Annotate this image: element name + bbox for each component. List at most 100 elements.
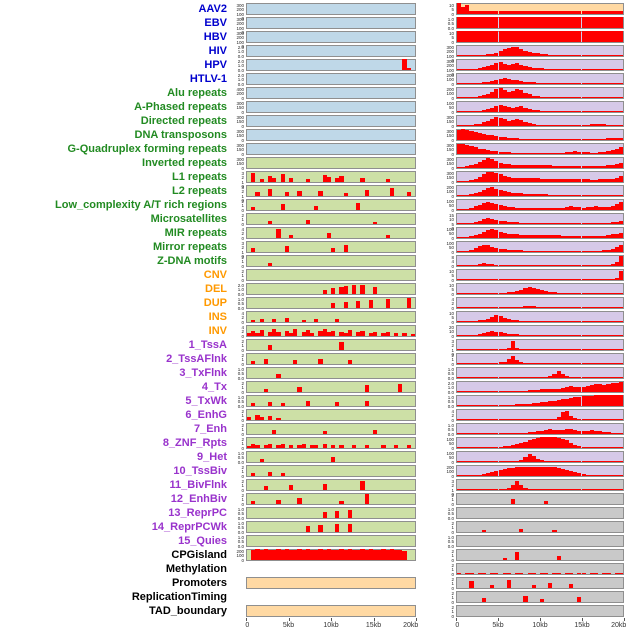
bar (531, 403, 536, 406)
bar (385, 179, 390, 182)
bar (473, 461, 478, 462)
y-tick-label: 5 (451, 7, 454, 12)
bar (486, 279, 491, 280)
bar (498, 248, 503, 252)
bar (494, 573, 499, 574)
y-tick-label: 150 (446, 161, 454, 166)
y-tick-label: 0.0 (447, 25, 454, 31)
track-row: 4_Tx 2 1 0 2.0 1.0 0.0 (0, 380, 630, 394)
y-axis-ticks-left: 1.0 0.5 0.0 (230, 521, 246, 534)
bar (506, 78, 511, 84)
bar (581, 363, 586, 364)
bar (544, 401, 549, 406)
y-tick-label: 300 (236, 16, 244, 22)
bar (515, 234, 520, 238)
bar (614, 148, 619, 154)
track-panel-left (246, 101, 416, 113)
track-row: 7_Enh 2 1 0 1.0 0.5 0.0 (0, 422, 630, 436)
bar (531, 489, 536, 490)
bar (560, 438, 565, 448)
bar (510, 152, 516, 154)
bar (577, 165, 582, 168)
bar (506, 137, 511, 140)
bar (593, 475, 599, 476)
bar (593, 489, 599, 490)
bar (356, 203, 361, 210)
y-axis-ticks-left: 1.0 0.5 0.0 (230, 451, 246, 465)
bar (527, 321, 532, 322)
bar (610, 263, 615, 266)
bar (255, 415, 260, 420)
bar (606, 363, 611, 364)
bar (494, 230, 499, 238)
y-tick-label: 0.0 (237, 375, 244, 381)
bar (477, 246, 482, 252)
track-row: 15_Quies 1.0 0.5 0.0 1.0 0.5 0.0 (0, 534, 630, 548)
bar (523, 265, 528, 266)
bar (598, 11, 603, 14)
y-tick-label: 0.0 (237, 459, 244, 465)
y-tick-label: 5 (451, 273, 454, 278)
bar (610, 69, 615, 70)
bar (531, 431, 536, 434)
bar (598, 384, 603, 392)
track-panel-right (456, 185, 624, 197)
bar (473, 83, 478, 84)
bar (564, 489, 570, 490)
bar (494, 377, 499, 378)
bar (461, 195, 466, 196)
bar (556, 292, 561, 294)
bar (535, 489, 540, 490)
bar (515, 419, 520, 420)
bar (577, 597, 582, 602)
bar (548, 388, 553, 392)
y-tick-label: 0.0 (447, 403, 454, 409)
bar (457, 573, 462, 574)
bar (527, 222, 532, 224)
track-label: 7_Enh (193, 423, 227, 435)
bar (527, 17, 532, 28)
bar (589, 419, 594, 420)
bar (481, 293, 487, 294)
bar (527, 194, 532, 196)
bar (498, 489, 503, 490)
track-panel-right (456, 409, 624, 421)
bar (481, 333, 487, 336)
track-label: CNV (203, 269, 227, 281)
bar (523, 320, 528, 322)
y-tick-label: 1 (241, 203, 244, 208)
bar (510, 222, 516, 224)
bar (556, 69, 561, 70)
bar (255, 333, 260, 336)
bar (535, 31, 540, 42)
bar (593, 68, 599, 70)
bar (280, 402, 285, 406)
bar (519, 443, 524, 448)
y-tick-label: 1 (451, 595, 454, 600)
bar (544, 419, 549, 420)
track-row: HPV 2.0 1.0 0.0 300 200 100 0 (0, 58, 630, 77)
bar (494, 247, 499, 252)
bar (527, 287, 532, 294)
bar (548, 235, 553, 238)
bar (531, 139, 536, 140)
track-row: G-Quadruplex forming repeats 300 150 0 300 15… (0, 142, 630, 156)
bar (473, 433, 478, 434)
bar (314, 205, 319, 210)
bar (540, 83, 545, 84)
y-tick-label: 100 (236, 11, 244, 17)
bar (519, 390, 524, 392)
bar (573, 265, 578, 266)
bar (602, 235, 607, 238)
bar (394, 332, 399, 336)
bar (289, 234, 294, 238)
bar (251, 331, 256, 336)
bar (531, 222, 536, 224)
y-tick-label: 1 (241, 193, 244, 199)
y-tick-label: 0 (451, 11, 454, 17)
x-tick-label: 20kb (611, 621, 627, 629)
bar (515, 88, 520, 98)
bar (469, 165, 474, 168)
